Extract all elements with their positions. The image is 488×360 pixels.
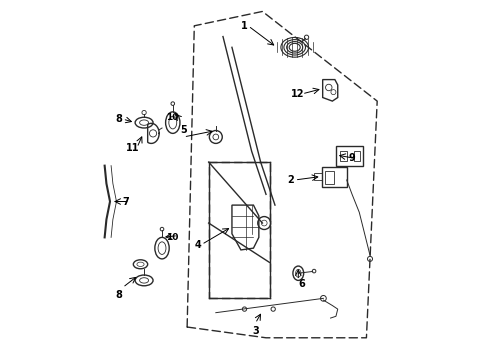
Text: 5: 5	[180, 125, 186, 135]
Text: 7: 7	[122, 197, 129, 207]
Bar	[339, 150, 346, 161]
Text: 8: 8	[115, 290, 122, 300]
Text: 3: 3	[251, 326, 258, 336]
Bar	[353, 150, 360, 161]
Text: 1: 1	[241, 21, 247, 31]
Text: 12: 12	[290, 89, 304, 99]
Bar	[321, 167, 346, 187]
Text: 8: 8	[115, 114, 122, 124]
Bar	[335, 146, 362, 166]
Bar	[325, 171, 333, 184]
Text: 2: 2	[287, 175, 294, 185]
Bar	[314, 173, 321, 180]
Text: 6: 6	[298, 279, 305, 289]
Text: 10: 10	[165, 233, 178, 242]
Text: 11: 11	[126, 143, 140, 153]
Text: 9: 9	[348, 153, 354, 163]
Text: 10: 10	[165, 113, 178, 122]
Text: 4: 4	[194, 239, 201, 249]
